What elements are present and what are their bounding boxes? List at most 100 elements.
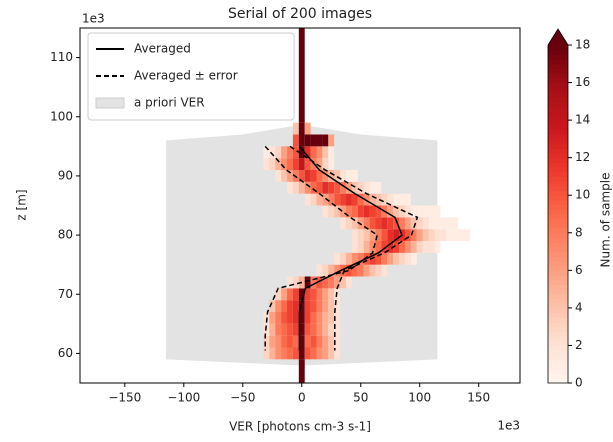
heatmap-cell	[281, 300, 288, 312]
heatmap-cell	[334, 170, 341, 182]
heatmap-cell	[316, 347, 323, 360]
heatmap-cell	[346, 181, 352, 194]
heatmap-cell	[292, 347, 299, 360]
heatmap-cell	[298, 288, 305, 301]
heatmap-cell	[363, 229, 370, 241]
colorbar-band	[548, 260, 568, 267]
heatmap-cell	[322, 170, 329, 182]
heatmap-cell	[440, 217, 447, 230]
x-axis-label: VER [photons cm-3 s-1]	[229, 420, 371, 434]
heatmap-cell	[310, 170, 317, 182]
heatmap-cell	[316, 146, 323, 159]
heatmap-cell	[381, 193, 388, 206]
heatmap-cell	[304, 347, 311, 360]
heatmap-cell	[292, 122, 299, 135]
x-tick-label: −100	[167, 391, 200, 405]
heatmap-cell	[310, 181, 317, 194]
heatmap-cell	[357, 217, 364, 230]
colorbar-tick-label: 0	[575, 376, 583, 390]
heatmap-cell	[298, 312, 305, 324]
colorbar-tick-label: 8	[575, 225, 583, 239]
heatmap-cell	[393, 252, 400, 265]
heatmap-cell	[328, 264, 335, 277]
heatmap-cell	[410, 241, 417, 253]
heatmap-cell	[310, 146, 317, 159]
heatmap-cell	[375, 193, 382, 206]
heatmap-cell	[351, 217, 358, 230]
heatmap-cell	[340, 276, 347, 289]
heatmap-cell	[304, 288, 311, 301]
colorbar-tick-label: 4	[575, 300, 583, 314]
heatmap-cell	[334, 300, 341, 312]
x-tick-label: 50	[353, 391, 368, 405]
heatmap-cell	[287, 300, 293, 312]
heatmap-cell	[269, 312, 276, 324]
colorbar-band	[548, 87, 568, 93]
heatmap-cell	[269, 323, 276, 336]
colorbar-band	[548, 124, 568, 130]
heatmap-cell	[310, 134, 317, 147]
heatmap-cell	[428, 217, 435, 230]
heatmap-cell	[404, 217, 411, 230]
heatmap-cell	[322, 323, 329, 336]
heatmap-cell	[298, 122, 305, 135]
heatmap-cell	[281, 323, 288, 336]
legend-label: Averaged ± error	[134, 69, 238, 83]
heatmap-cell	[304, 300, 311, 312]
heatmap-cell	[298, 335, 305, 348]
heatmap-cell	[281, 170, 288, 182]
colorbar-tick-label: 12	[575, 150, 590, 164]
heatmap-cell	[322, 288, 329, 301]
colorbar-tick-label: 16	[575, 75, 590, 89]
colorbar-band	[548, 152, 568, 159]
colorbar-band	[548, 228, 568, 234]
heatmap-cell	[381, 217, 388, 230]
legend-swatch	[95, 97, 125, 109]
colorbar-band	[548, 218, 568, 224]
heatmap-cell	[375, 252, 382, 265]
x-tick-label: −150	[108, 391, 141, 405]
heatmap-cell	[404, 229, 411, 241]
heatmap-cell	[310, 335, 317, 348]
heatmap-cell	[287, 146, 293, 159]
colorbar-band	[548, 167, 568, 173]
heatmap-cell	[316, 276, 323, 289]
colorbar-band	[548, 214, 568, 220]
heatmap-cell	[399, 252, 405, 265]
heatmap-cell	[369, 264, 376, 277]
heatmap-cell	[322, 276, 329, 289]
heatmap-cell	[422, 205, 429, 218]
y-axis-label: z [m]	[15, 189, 29, 220]
x-tick-label: −50	[230, 391, 255, 405]
heatmap-cell	[310, 300, 317, 312]
heatmap-cell	[322, 146, 329, 159]
heatmap-cell	[287, 312, 293, 324]
profile-line	[298, 145, 403, 351]
heatmap-cell	[375, 181, 382, 194]
colorbar-band	[548, 345, 568, 351]
heatmap-cell	[357, 229, 364, 241]
heatmap-cell	[328, 134, 335, 147]
heatmap-cell	[304, 276, 311, 289]
colorbar-band	[548, 68, 568, 74]
colorbar-band	[548, 326, 568, 332]
colorbar-band	[548, 359, 568, 365]
x-tick-label: 100	[408, 391, 431, 405]
colorbar-band	[548, 185, 568, 192]
heatmap-cell	[328, 158, 335, 170]
colorbar-band	[548, 373, 568, 379]
heatmap-cell	[357, 264, 364, 277]
heatmap-cell	[340, 217, 347, 230]
heatmap-cell	[328, 323, 335, 336]
heatmap-cell	[434, 229, 441, 241]
heatmap-cell	[281, 312, 288, 324]
colorbar-band	[548, 110, 568, 116]
heatmap-cell	[328, 170, 335, 182]
heatmap-cell	[275, 323, 282, 336]
heatmap-cell	[281, 146, 288, 159]
heatmap-cell	[416, 217, 423, 230]
colorbar-band	[548, 321, 568, 328]
heatmap-cell	[340, 193, 347, 206]
colorbar-band	[548, 209, 568, 215]
heatmap-cell	[346, 252, 352, 265]
